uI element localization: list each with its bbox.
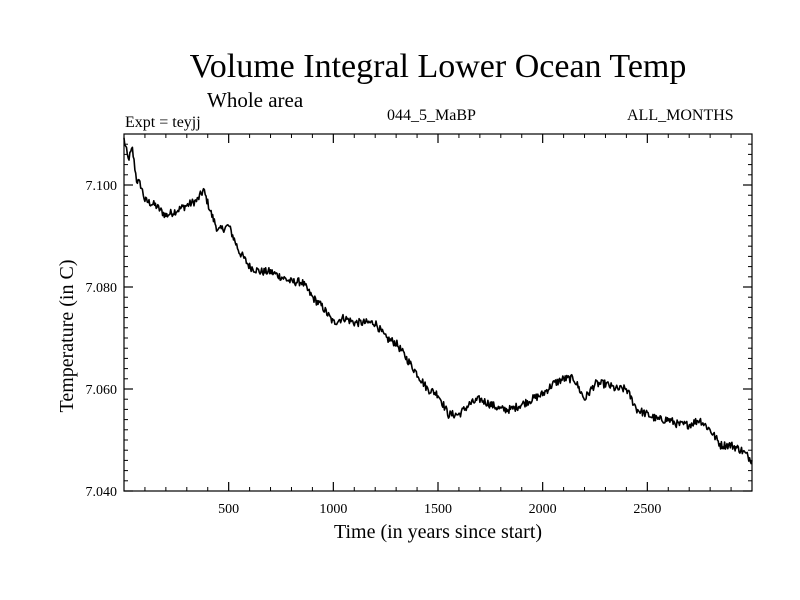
y-tick-label: 7.100 [86, 179, 118, 194]
x-tick-label: 1000 [319, 502, 347, 517]
y-tick-label: 7.060 [86, 383, 118, 398]
x-tick-label: 500 [218, 502, 239, 517]
run-id-label: 044_5_MaBP [387, 107, 476, 124]
chart-subtitle: Whole area [207, 88, 304, 112]
y-axis-label: Temperature (in C) [56, 259, 78, 413]
x-tick-label: 1500 [424, 502, 452, 517]
chart-title: Volume Integral Lower Ocean Temp [189, 48, 687, 85]
experiment-label: Expt = teyjj [125, 114, 201, 131]
x-tick-label: 2000 [529, 502, 557, 517]
y-tick-label: 7.040 [86, 485, 118, 500]
months-label: ALL_MONTHS [627, 107, 734, 124]
x-axis-label: Time (in years since start) [333, 521, 543, 543]
plot-area-frame [123, 133, 753, 492]
y-tick-label: 7.080 [86, 281, 118, 296]
series-line [123, 137, 753, 465]
minor-ticks [124, 134, 752, 491]
x-tick-label: 2500 [633, 502, 661, 517]
y-axis-ticks: 7.040 7.060 7.080 7.100 [86, 179, 752, 500]
x-axis-ticks: 500 1000 1500 2000 2500 [218, 134, 661, 517]
